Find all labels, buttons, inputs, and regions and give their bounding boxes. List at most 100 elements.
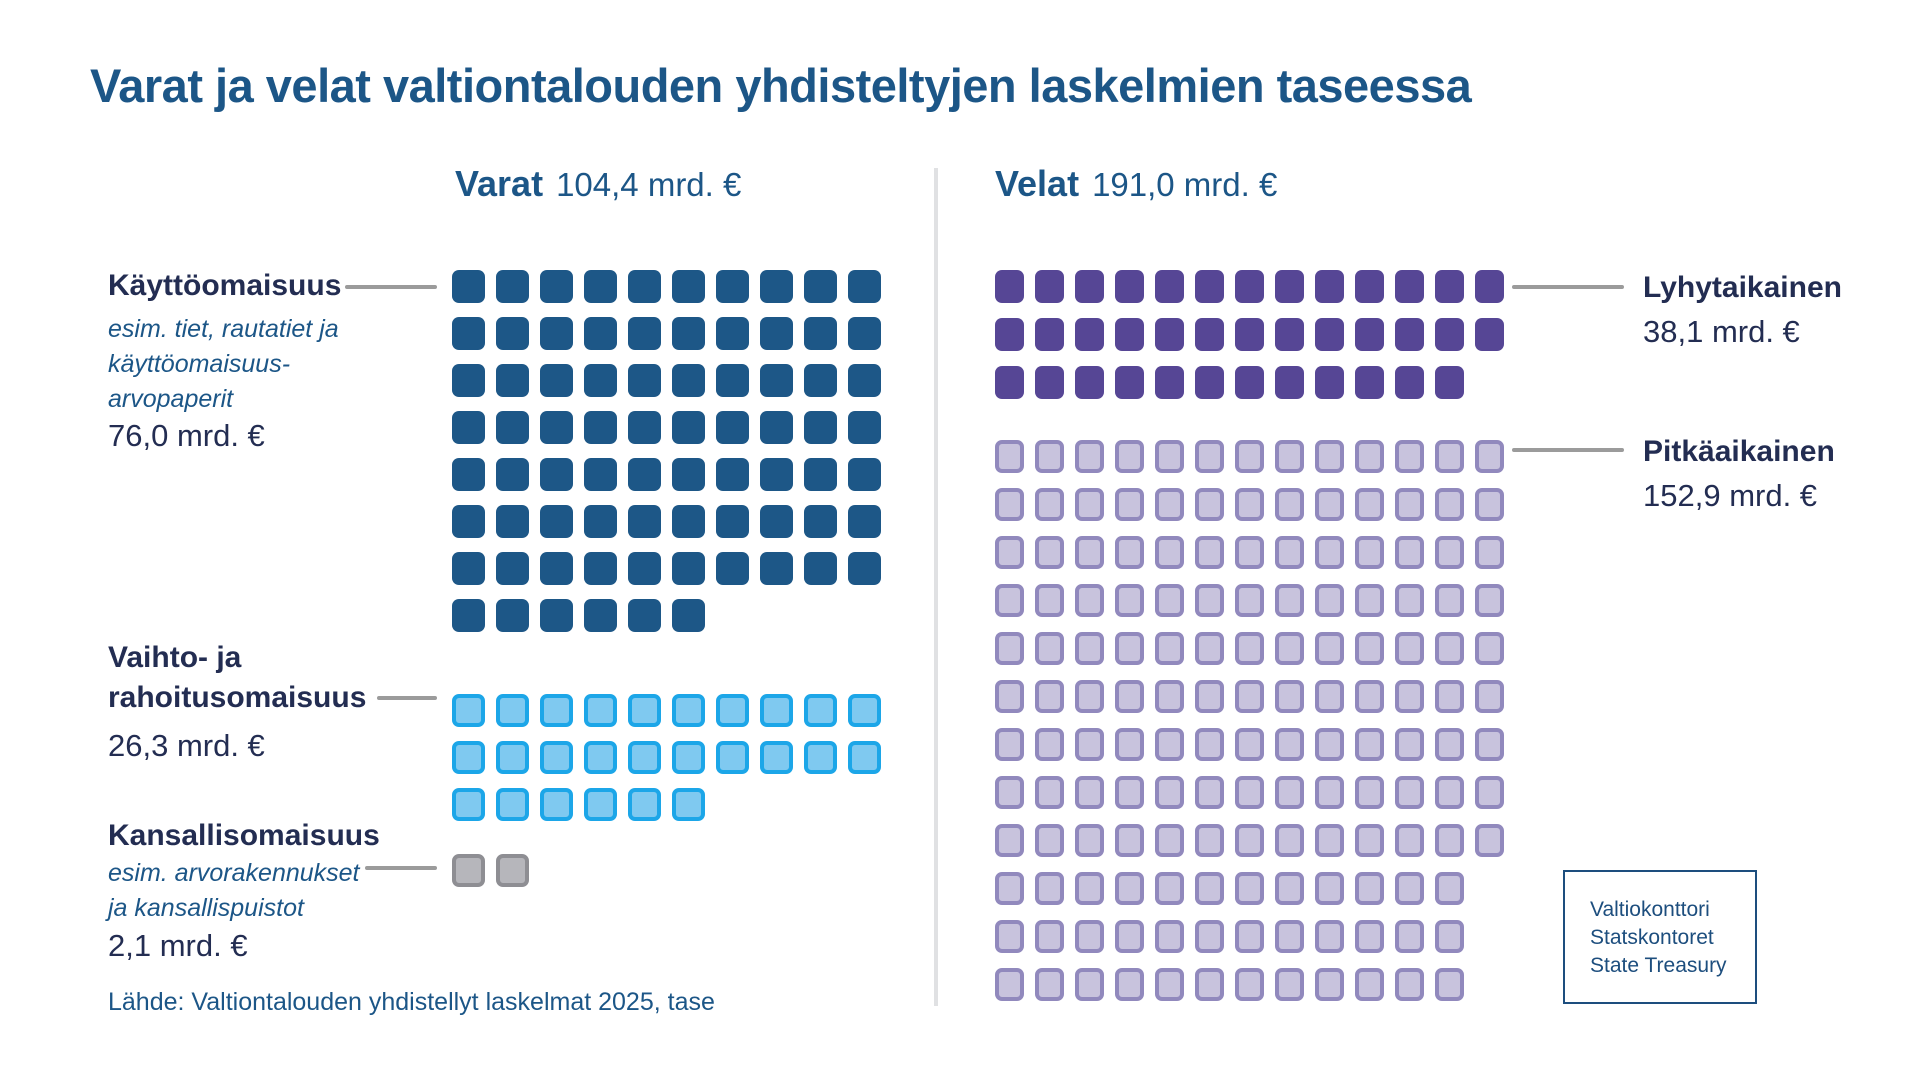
unit-square — [1115, 632, 1144, 665]
assets-header: Varat 104,4 mrd. € — [455, 163, 741, 205]
unit-square — [804, 458, 837, 491]
unit-square — [1355, 536, 1384, 569]
waffle-row — [995, 584, 1504, 617]
unit-square — [496, 505, 529, 538]
unit-square — [1275, 440, 1304, 473]
unit-square — [628, 552, 661, 585]
unit-square — [995, 318, 1024, 351]
unit-square — [628, 411, 661, 444]
unit-square — [540, 270, 573, 303]
short-term-liabilities-label: Lyhytaikainen — [1643, 271, 1842, 304]
unit-square — [496, 854, 529, 887]
unit-square — [1155, 680, 1184, 713]
unit-square — [1115, 270, 1144, 303]
unit-square — [1355, 270, 1384, 303]
unit-square — [1155, 584, 1184, 617]
unit-square — [1075, 584, 1104, 617]
unit-square — [716, 317, 749, 350]
unit-square — [1475, 728, 1504, 761]
unit-square — [1275, 920, 1304, 953]
national-property-label: Kansallisomaisuus — [108, 819, 380, 852]
unit-square — [1035, 488, 1064, 521]
unit-square — [584, 458, 617, 491]
unit-square — [1075, 776, 1104, 809]
unit-square — [1235, 366, 1264, 399]
logo-line-sv: Statskontoret — [1590, 925, 1714, 949]
unit-square — [995, 776, 1024, 809]
unit-square — [672, 552, 705, 585]
unit-square — [760, 741, 793, 774]
unit-square — [1355, 920, 1384, 953]
unit-square — [496, 317, 529, 350]
connector-line-fixed-assets — [345, 285, 437, 289]
unit-square — [1315, 920, 1344, 953]
unit-square — [1075, 728, 1104, 761]
unit-square — [1435, 318, 1464, 351]
unit-square — [1195, 440, 1224, 473]
unit-square — [1355, 318, 1384, 351]
unit-square — [1435, 680, 1464, 713]
description-line: käyttöomaisuus- — [108, 350, 291, 378]
unit-square — [848, 505, 881, 538]
unit-square — [1115, 824, 1144, 857]
unit-square — [1115, 366, 1144, 399]
source-note: Lähde: Valtiontalouden yhdistellyt laske… — [108, 988, 715, 1016]
unit-square — [804, 317, 837, 350]
unit-square — [1275, 968, 1304, 1001]
unit-square — [672, 458, 705, 491]
unit-square — [1355, 488, 1384, 521]
unit-square — [1355, 872, 1384, 905]
unit-square — [1155, 270, 1184, 303]
unit-square — [1395, 318, 1424, 351]
unit-square — [1355, 728, 1384, 761]
unit-square — [1275, 776, 1304, 809]
unit-square — [1075, 270, 1104, 303]
unit-square — [1115, 536, 1144, 569]
unit-square — [1035, 440, 1064, 473]
unit-square — [496, 694, 529, 727]
waffle-row — [995, 536, 1504, 569]
unit-square — [628, 505, 661, 538]
unit-square — [1275, 584, 1304, 617]
unit-square — [1035, 728, 1064, 761]
unit-square — [848, 552, 881, 585]
unit-square — [995, 270, 1024, 303]
unit-square — [1475, 488, 1504, 521]
connector-line-long-term — [1512, 448, 1624, 452]
unit-square — [995, 680, 1024, 713]
waffle-row — [452, 599, 881, 632]
liabilities-header: Velat 191,0 mrd. € — [995, 163, 1277, 205]
waffle-row — [995, 872, 1504, 905]
unit-square — [1075, 680, 1104, 713]
unit-square — [1195, 270, 1224, 303]
assets-heading: Varat — [455, 163, 544, 204]
unit-square — [1475, 270, 1504, 303]
unit-square — [1315, 872, 1344, 905]
unit-square — [1195, 968, 1224, 1001]
unit-square — [1435, 968, 1464, 1001]
unit-square — [452, 788, 485, 821]
unit-square — [540, 505, 573, 538]
unit-square — [760, 411, 793, 444]
unit-square — [1315, 584, 1344, 617]
unit-square — [628, 364, 661, 397]
unit-square — [995, 968, 1024, 1001]
unit-square — [452, 411, 485, 444]
unit-square — [1115, 318, 1144, 351]
description-line: esim. arvorakennukset — [108, 859, 360, 887]
unit-square — [672, 788, 705, 821]
national-property-description: esim. arvorakennukset ja kansallispuisto… — [108, 856, 360, 926]
long-term-liabilities-value: 152,9 mrd. € — [1643, 478, 1818, 513]
logo-line-fi: Valtiokonttori — [1590, 897, 1710, 921]
unit-square — [1195, 680, 1224, 713]
unit-square — [1075, 440, 1104, 473]
waffle-row — [452, 741, 881, 774]
unit-square — [716, 552, 749, 585]
unit-square — [1435, 728, 1464, 761]
unit-square — [995, 824, 1024, 857]
unit-square — [1115, 920, 1144, 953]
unit-square — [1195, 824, 1224, 857]
unit-square — [1315, 632, 1344, 665]
unit-square — [1315, 680, 1344, 713]
